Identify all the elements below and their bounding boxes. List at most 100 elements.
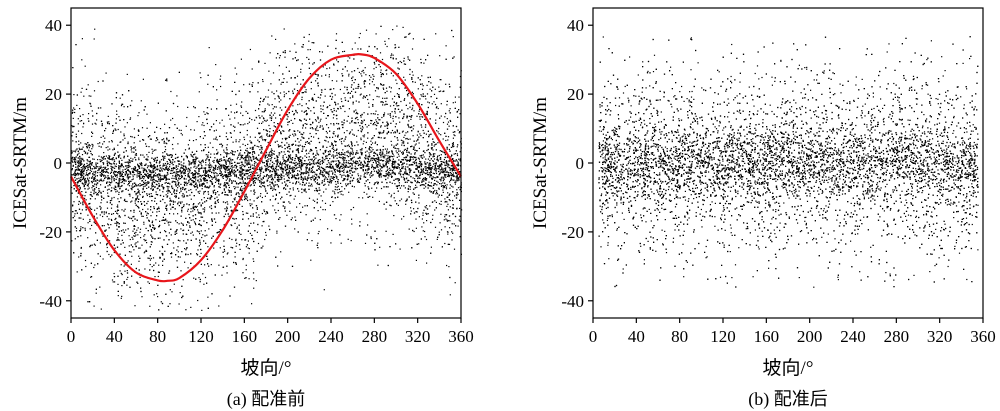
scatter-point (436, 130, 438, 132)
scatter-point (243, 157, 245, 159)
scatter-point (169, 197, 171, 199)
scatter-point (164, 155, 166, 157)
scatter-point (434, 226, 437, 228)
scatter-point (451, 207, 454, 209)
scatter-point (335, 164, 337, 166)
scatter-point (283, 130, 285, 132)
scatter-point (115, 191, 117, 193)
scatter-point (207, 173, 209, 176)
scatter-point (336, 59, 338, 61)
scatter-point (351, 165, 353, 167)
scatter-point (454, 282, 456, 284)
scatter-point (449, 181, 451, 183)
scatter-point (284, 56, 286, 58)
scatter-point (430, 82, 432, 84)
scatter-point (142, 171, 145, 173)
scatter-point (139, 140, 141, 142)
scatter-point (400, 173, 402, 175)
scatter-point (216, 149, 218, 151)
scatter-point (445, 218, 447, 220)
scatter-point (238, 162, 240, 164)
scatter-point (225, 187, 227, 189)
scatter-point (72, 161, 74, 163)
scatter-point (278, 154, 280, 156)
scatter-point (317, 129, 319, 132)
scatter-point (177, 105, 179, 108)
scatter-point (235, 171, 237, 173)
scatter-point (277, 144, 279, 146)
scatter-point (241, 185, 243, 188)
scatter-point (438, 203, 441, 205)
scatter-point (275, 57, 277, 59)
scatter-point (78, 177, 80, 179)
scatter-point (389, 167, 391, 169)
scatter-point (339, 106, 341, 108)
scatter-point (343, 164, 345, 166)
scatter-point (447, 136, 450, 138)
scatter-point (435, 201, 437, 203)
scatter-point (84, 259, 87, 262)
scatter-point (449, 119, 451, 122)
scatter-point (157, 296, 159, 298)
scatter-point (258, 122, 260, 124)
scatter-point (154, 186, 156, 188)
scatter-point (96, 119, 98, 121)
scatter-point (319, 120, 321, 122)
scatter-point (89, 218, 91, 221)
scatter-point (407, 124, 409, 126)
scatter-point (124, 270, 126, 272)
scatter-point (429, 153, 431, 155)
scatter-point (269, 155, 271, 157)
scatter-point (267, 96, 269, 98)
scatter-point (431, 103, 433, 105)
scatter-point (143, 169, 145, 172)
scatter-point (445, 160, 448, 162)
scatter-point (308, 152, 310, 154)
scatter-point (166, 143, 168, 145)
scatter-point (360, 162, 362, 164)
scatter-point (367, 158, 369, 160)
scatter-point (261, 212, 263, 215)
scatter-point (433, 163, 435, 165)
scatter-point (360, 175, 362, 177)
scatter-point (317, 176, 319, 178)
scatter-point (229, 178, 231, 180)
scatter-point (332, 173, 334, 175)
scatter-point (406, 137, 408, 140)
scatter-point (316, 125, 318, 127)
scatter-point (204, 264, 206, 266)
scatter-point (116, 225, 118, 227)
scatter-point (199, 281, 201, 283)
scatter-point (360, 151, 362, 153)
scatter-point (108, 121, 110, 123)
scatter-point (329, 165, 331, 168)
scatter-point (377, 160, 379, 162)
scatter-point (326, 68, 328, 70)
scatter-point (278, 177, 280, 179)
scatter-point (285, 66, 287, 68)
scatter-point (183, 162, 185, 164)
scatter-point (92, 144, 94, 146)
scatter-point (434, 165, 436, 167)
scatter-point (337, 103, 339, 105)
scatter-point (198, 160, 200, 162)
scatter-point (387, 130, 390, 133)
scatter-point (213, 173, 215, 175)
scatter-point (246, 160, 248, 162)
scatter-point (425, 238, 428, 241)
scatter-point (404, 134, 406, 136)
scatter-point (198, 277, 200, 279)
scatter-point (329, 150, 331, 152)
scatter-point (192, 181, 194, 184)
scatter-point (325, 117, 327, 119)
scatter-point (406, 149, 408, 151)
scatter-point (321, 180, 323, 182)
scatter-point (78, 173, 80, 175)
scatter-point (277, 180, 279, 182)
scatter-point (151, 241, 153, 243)
scatter-point (275, 193, 277, 195)
scatter-point (298, 93, 300, 95)
scatter-point (330, 180, 332, 182)
scatter-point (240, 157, 242, 159)
scatter-point (149, 259, 151, 261)
